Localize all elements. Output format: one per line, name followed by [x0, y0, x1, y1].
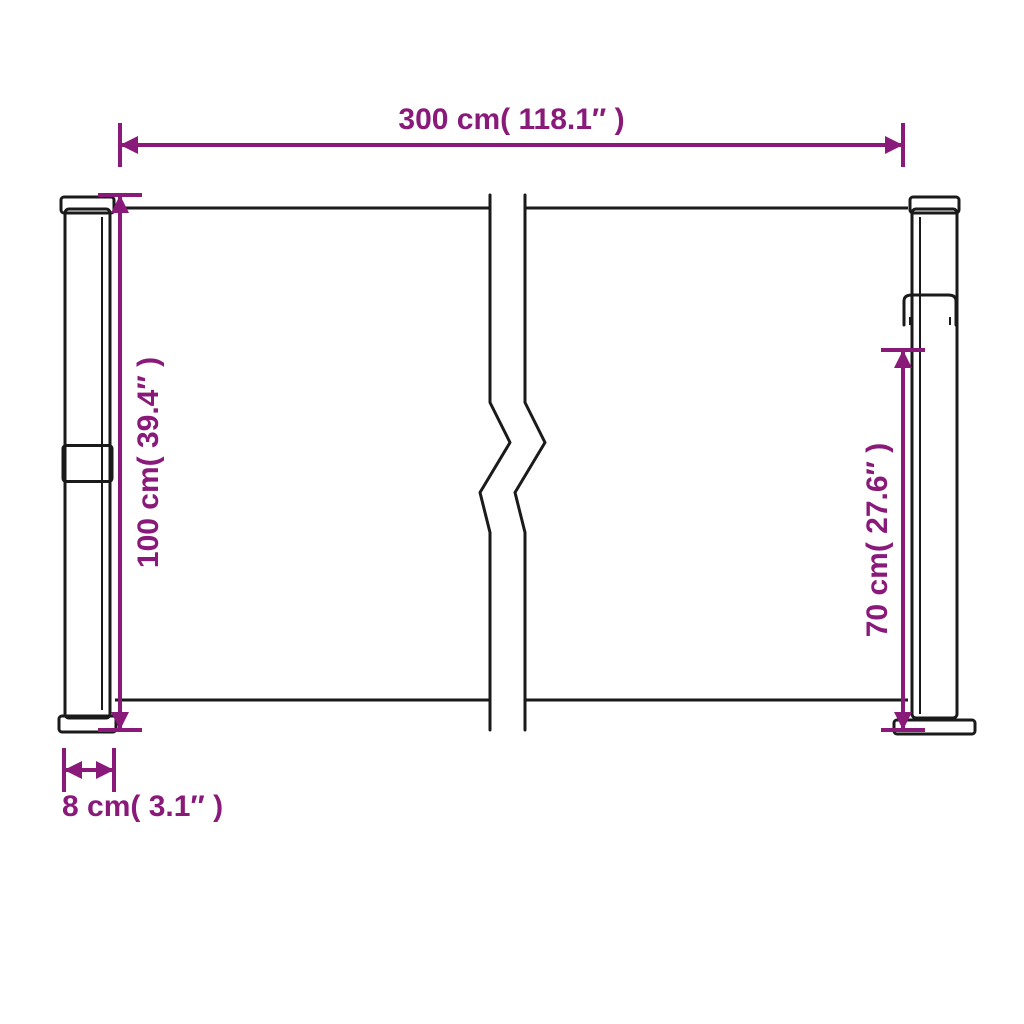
- dimension-diagram: 300 cm( 118.1″ ) 100 cm( 39.4″ ) 70 cm( 27…: [0, 0, 1024, 1024]
- label-depth: 8 cm( 3.1″ ): [62, 790, 223, 823]
- label-width: 300 cm( 118.1″ ): [398, 103, 624, 136]
- label-height: 100 cm( 39.4″ ): [132, 357, 165, 568]
- product-outline: [59, 195, 975, 734]
- label-right-height: 70 cm( 27.6″ ): [861, 443, 894, 637]
